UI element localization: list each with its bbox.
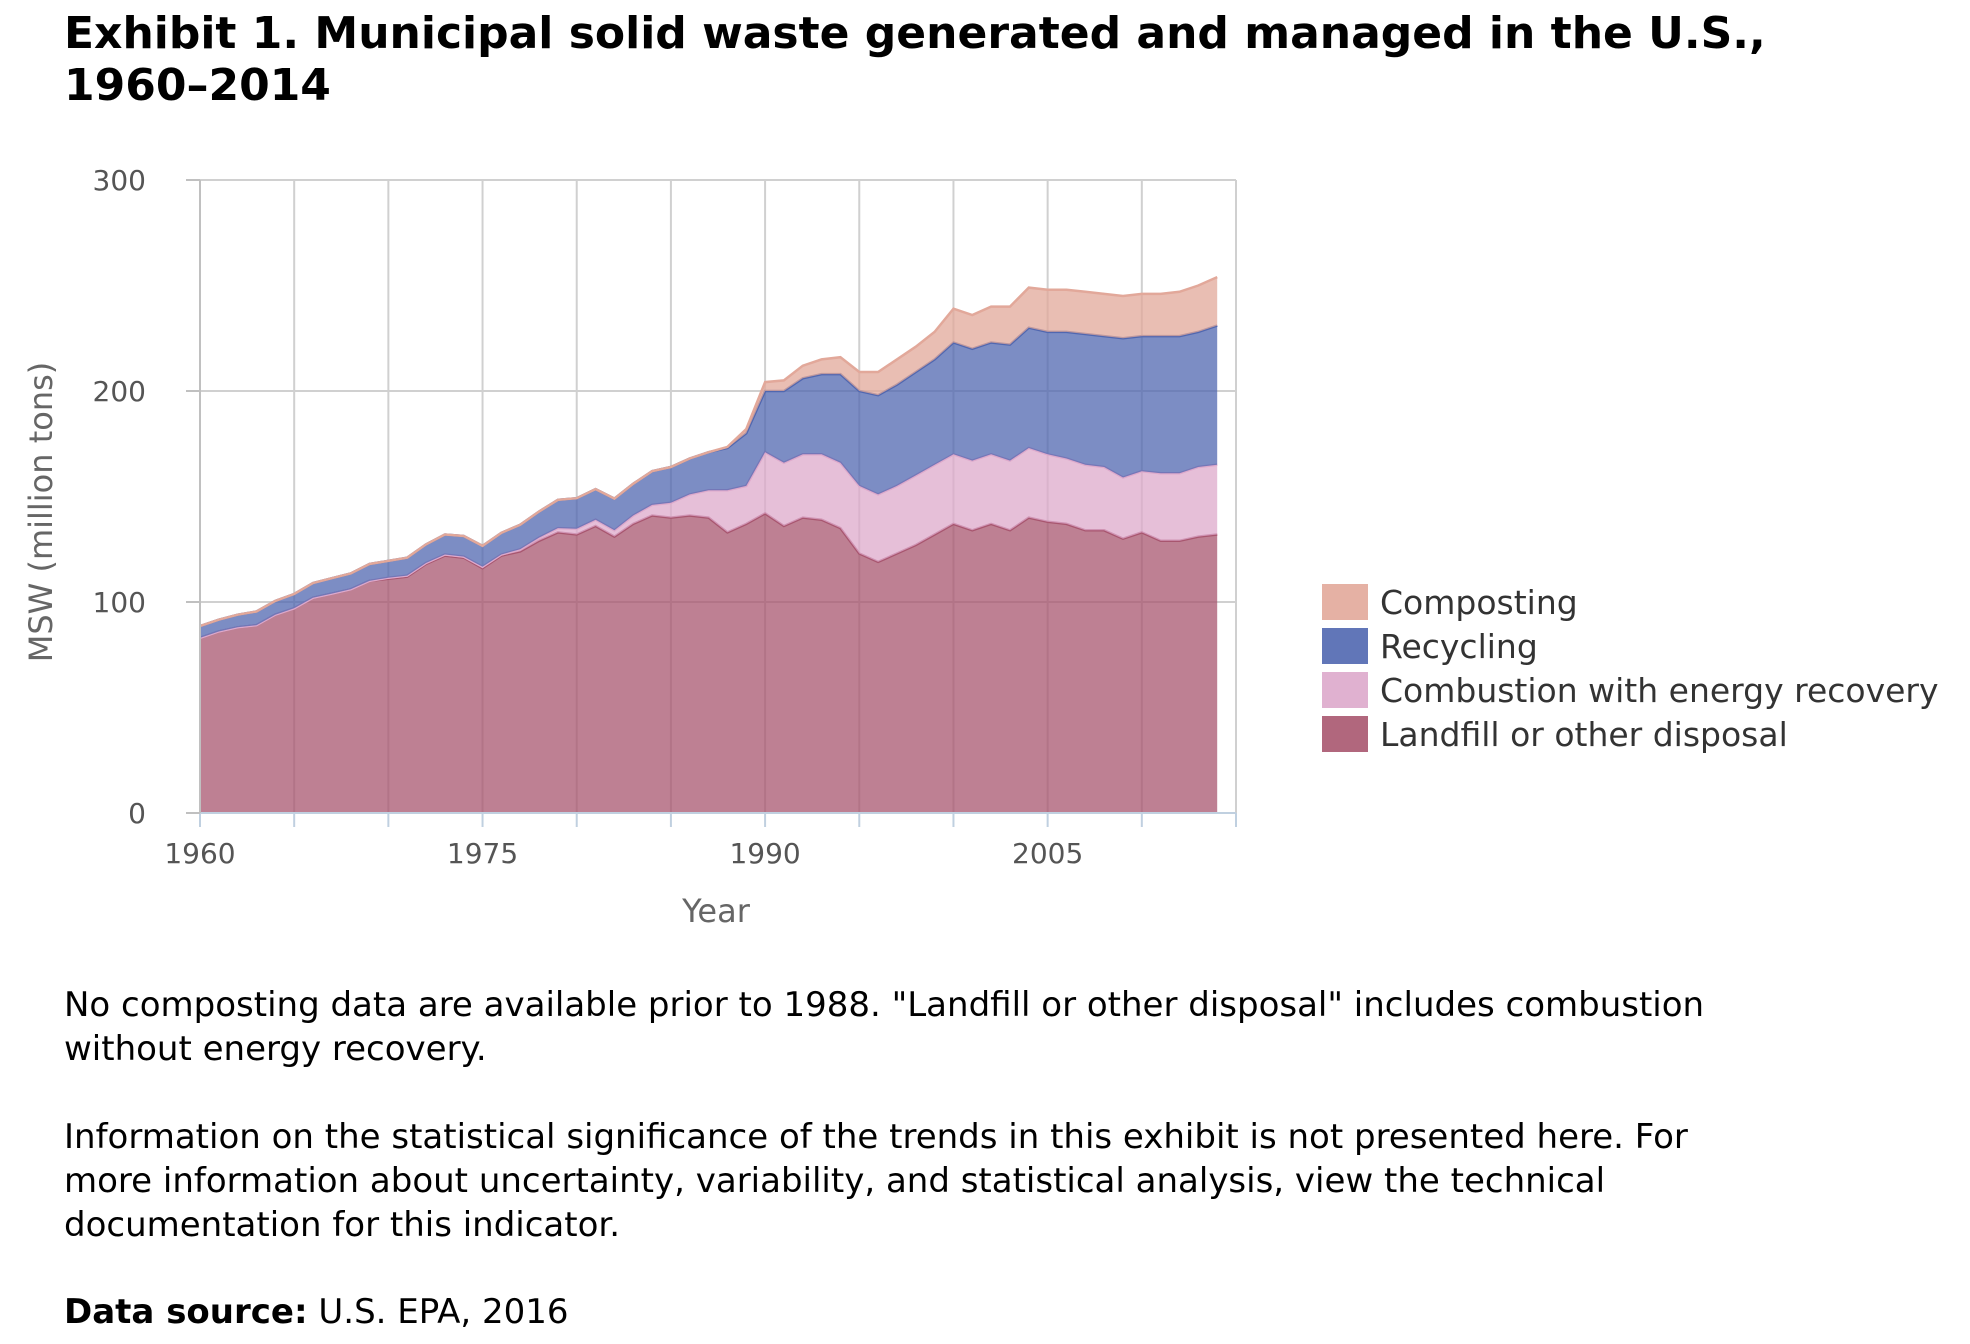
area-recycling bbox=[200, 325, 1218, 638]
x-tick-label: 1990 bbox=[729, 837, 800, 870]
legend-label: Combustion with energy recovery bbox=[1380, 671, 1939, 710]
legend-label: Landfill or other disposal bbox=[1380, 715, 1788, 754]
x-tick-label: 2005 bbox=[1012, 837, 1083, 870]
y-tick-label: 200 bbox=[93, 375, 146, 408]
area-landfill-or-other-disposal bbox=[200, 513, 1218, 813]
footnote-composting: No composting data are available prior t… bbox=[64, 985, 1705, 1069]
area-combustion-with-energy-recovery bbox=[200, 448, 1218, 638]
x-tick-label: 1975 bbox=[447, 837, 518, 870]
area-series bbox=[199, 275, 1218, 813]
data-source-value: U.S. EPA, 2016 bbox=[307, 1292, 569, 1332]
data-source-label: Data source: bbox=[64, 1292, 308, 1332]
legend-swatch bbox=[1322, 628, 1368, 664]
footnote-statistics: Information on the statistical significa… bbox=[64, 1117, 1688, 1245]
y-tick-label: 300 bbox=[93, 164, 146, 197]
axes: 1960 1975 1990 2005 0 100 200 300 bbox=[93, 164, 1237, 870]
legend-swatch bbox=[1322, 584, 1368, 620]
chart-title: Exhibit 1. Municipal solid waste generat… bbox=[64, 8, 1766, 111]
area-chart: 1960 1975 1990 2005 0 100 200 300 MSW (million … bbox=[22, 164, 1939, 930]
x-tick-label: 1960 bbox=[164, 837, 235, 870]
legend: Composting Recycling Combustion with energ… bbox=[1322, 583, 1939, 754]
y-axis-label: MSW (million tons) bbox=[22, 362, 60, 663]
data-source: Data source: U.S. EPA, 2016 bbox=[64, 1290, 1764, 1334]
legend-swatch bbox=[1322, 716, 1368, 752]
y-tick-label: 100 bbox=[93, 586, 146, 619]
legend-swatch bbox=[1322, 672, 1368, 708]
legend-label: Recycling bbox=[1380, 627, 1538, 666]
line-composting bbox=[199, 275, 1218, 628]
area-composting bbox=[200, 277, 1218, 627]
y-tick-label: 0 bbox=[128, 797, 146, 830]
legend-label: Composting bbox=[1380, 583, 1578, 622]
x-axis-label: Year bbox=[681, 892, 751, 930]
